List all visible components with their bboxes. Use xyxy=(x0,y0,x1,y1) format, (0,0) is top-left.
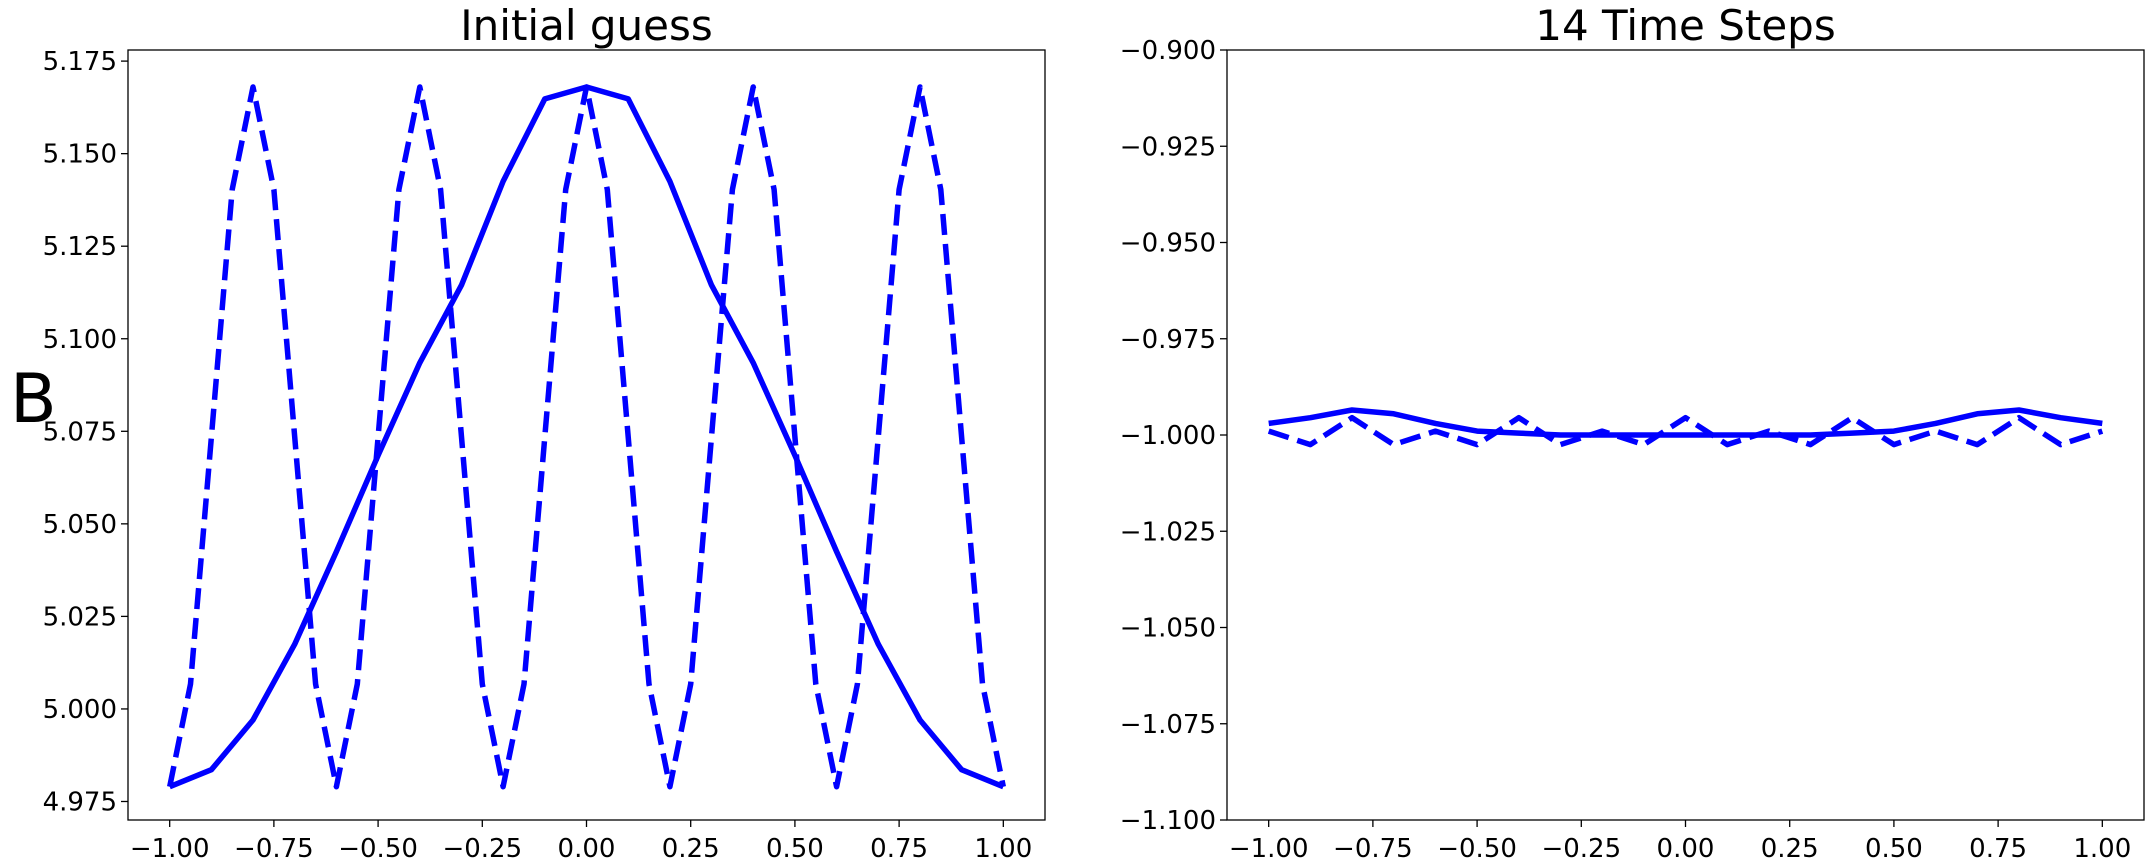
y-tick-label: 5.175 xyxy=(43,47,117,77)
x-tick-label: −0.75 xyxy=(1333,834,1413,864)
y-tick-label: 4.975 xyxy=(43,787,117,817)
y-tick-label: 5.150 xyxy=(43,140,117,170)
x-tick-label: −1.00 xyxy=(130,834,210,864)
x-tick-label: −1.00 xyxy=(1229,834,1309,864)
x-tick-label: 0.25 xyxy=(662,834,720,864)
x-tick-label: 0.00 xyxy=(558,834,616,864)
axes-frame xyxy=(127,49,1046,821)
series-line-dashed xyxy=(1267,414,2104,448)
y-tick-label: 5.100 xyxy=(43,325,117,355)
chart-panel-2: −1.00 −0.75 −0.50 −0.25 0.00 0.25 0.50 0.75 1.00… xyxy=(1120,1,2145,864)
y-tick-label: −1.075 xyxy=(1120,710,1216,740)
x-tick-label: 0.25 xyxy=(1761,834,1819,864)
y-tick-label: −0.975 xyxy=(1120,325,1216,355)
x-tick-label: −0.50 xyxy=(1437,834,1517,864)
series-group xyxy=(167,84,1006,790)
series-group xyxy=(1267,407,2104,448)
x-tick-label: 0.50 xyxy=(1865,834,1923,864)
y-tick-label: 5.050 xyxy=(43,510,117,540)
y-tick-label: −0.950 xyxy=(1120,229,1216,259)
y-tick-label: 5.025 xyxy=(43,602,117,632)
y-tick-label: −0.900 xyxy=(1120,36,1216,66)
y-tick-label: 5.125 xyxy=(43,232,117,262)
series-line-solid xyxy=(1268,407,2103,438)
x-tick-label: −0.50 xyxy=(338,834,418,864)
x-tick-label: 1.00 xyxy=(974,834,1032,864)
x-tick-label: −0.25 xyxy=(1541,834,1621,864)
y-tick-label: −1.050 xyxy=(1120,614,1216,644)
y-tick-label: −1.025 xyxy=(1120,517,1216,547)
y-tick-label: −0.925 xyxy=(1120,132,1216,162)
series-line-dashed xyxy=(167,84,1006,790)
chart-title: Initial guess xyxy=(460,1,712,50)
x-tick-label: 1.00 xyxy=(2073,834,2131,864)
chart-title: 14 Time Steps xyxy=(1535,1,1835,50)
x-tick-label: −0.75 xyxy=(234,834,314,864)
y-tick-label: −1.000 xyxy=(1120,421,1216,451)
chart-panel-1: −1.00 −0.75 −0.50 −0.25 0.00 0.25 0.50 0.75 1.00… xyxy=(10,1,1046,864)
x-tick-label: 0.00 xyxy=(1657,834,1715,864)
y-tick-label: −1.100 xyxy=(1120,806,1216,836)
x-tick-label: 0.75 xyxy=(870,834,928,864)
x-tick-label: 0.50 xyxy=(766,834,824,864)
x-tick-label: 0.75 xyxy=(1969,834,2027,864)
y-tick-label: 5.000 xyxy=(43,695,117,725)
x-tick-label: −0.25 xyxy=(442,834,522,864)
y-tick-label: 5.075 xyxy=(43,417,117,447)
y-axis-label: B xyxy=(10,360,57,439)
